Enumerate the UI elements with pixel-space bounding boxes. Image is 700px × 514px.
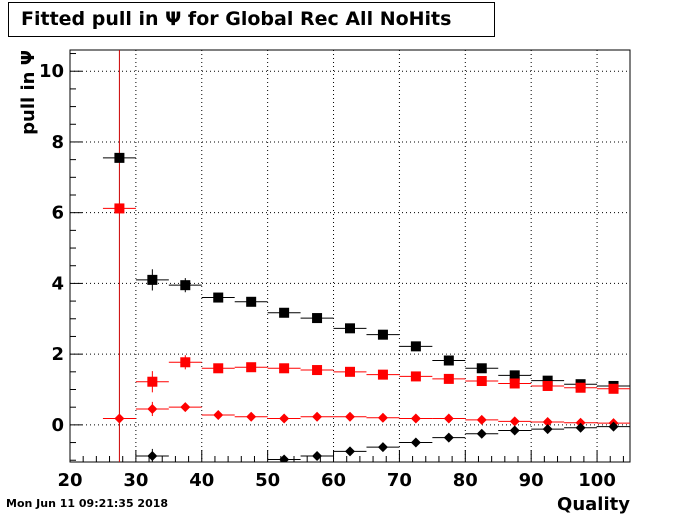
data-point: [410, 341, 421, 352]
data-point: [542, 417, 553, 428]
data-point: [312, 313, 323, 324]
plot-frame: [69, 49, 631, 463]
data-point: [377, 442, 388, 453]
data-point: [410, 413, 421, 424]
data-point: [180, 357, 191, 368]
data-point: [246, 296, 257, 307]
data-point: [345, 366, 355, 377]
data-point: [345, 411, 355, 422]
x-tick-label: 90: [519, 470, 544, 491]
x-tick-label: 30: [123, 470, 148, 491]
data-point: [114, 413, 125, 424]
x-tick-label: 80: [453, 470, 478, 491]
data-point: [542, 424, 553, 435]
data-point: [147, 376, 158, 387]
data-point: [377, 369, 388, 380]
x-tick-label: 100: [578, 470, 616, 491]
data-point: [246, 362, 257, 373]
data-point: [246, 411, 257, 422]
data-point: [180, 402, 191, 413]
data-point: [377, 412, 388, 423]
data-point: [410, 371, 421, 382]
data-point: [312, 365, 323, 376]
y-tick-label: 6: [51, 203, 64, 224]
data-point: [476, 376, 487, 387]
x-tick-label: 40: [189, 470, 214, 491]
data-point: [575, 422, 586, 433]
data-point: [509, 425, 520, 436]
data-point: [443, 373, 454, 384]
y-tick-label: 8: [51, 132, 64, 153]
data-point: [279, 454, 290, 462]
y-axis-label: pull in Ψ: [18, 50, 39, 135]
data-point: [213, 292, 224, 303]
x-tick-label: 60: [321, 470, 346, 491]
y-tick-label: 2: [51, 344, 64, 365]
data-point: [509, 378, 520, 389]
data-point: [213, 363, 224, 374]
data-point: [312, 411, 323, 422]
data-point: [147, 403, 158, 414]
x-tick-label: 20: [57, 470, 82, 491]
data-point: [213, 409, 224, 420]
x-axis-label: Quality: [557, 494, 630, 514]
data-point: [147, 274, 158, 285]
data-point: [180, 280, 191, 291]
data-point: [608, 383, 619, 394]
data-point: [345, 446, 355, 457]
chart-title: Fitted pull in Ψ for Global Rec All NoHi…: [8, 2, 495, 37]
data-point: [279, 363, 290, 374]
data-point: [443, 413, 454, 424]
x-tick-label: 50: [255, 470, 280, 491]
data-point: [279, 307, 290, 318]
data-point: [476, 428, 487, 439]
x-tick-label: 70: [387, 470, 412, 491]
data-point: [476, 414, 487, 425]
data-point: [509, 370, 520, 381]
data-point: [114, 203, 125, 214]
y-tick-label: 10: [39, 61, 64, 82]
data-point: [443, 432, 454, 443]
data-point: [345, 323, 355, 334]
data-point: [377, 329, 388, 340]
data-layer: [102, 152, 630, 462]
data-point: [476, 363, 487, 374]
timestamp: Mon Jun 11 09:21:35 2018: [6, 497, 169, 510]
y-tick-label: 0: [51, 415, 64, 436]
y-tick-label: 4: [51, 273, 64, 294]
data-point: [114, 152, 125, 163]
data-point: [279, 413, 290, 424]
data-point: [312, 450, 323, 461]
data-point: [608, 421, 619, 432]
data-point: [575, 382, 586, 393]
data-point: [443, 355, 454, 366]
data-point: [147, 450, 158, 461]
data-point: [542, 380, 553, 391]
data-point: [410, 437, 421, 448]
data-point: [542, 375, 553, 386]
data-point: [509, 416, 520, 427]
